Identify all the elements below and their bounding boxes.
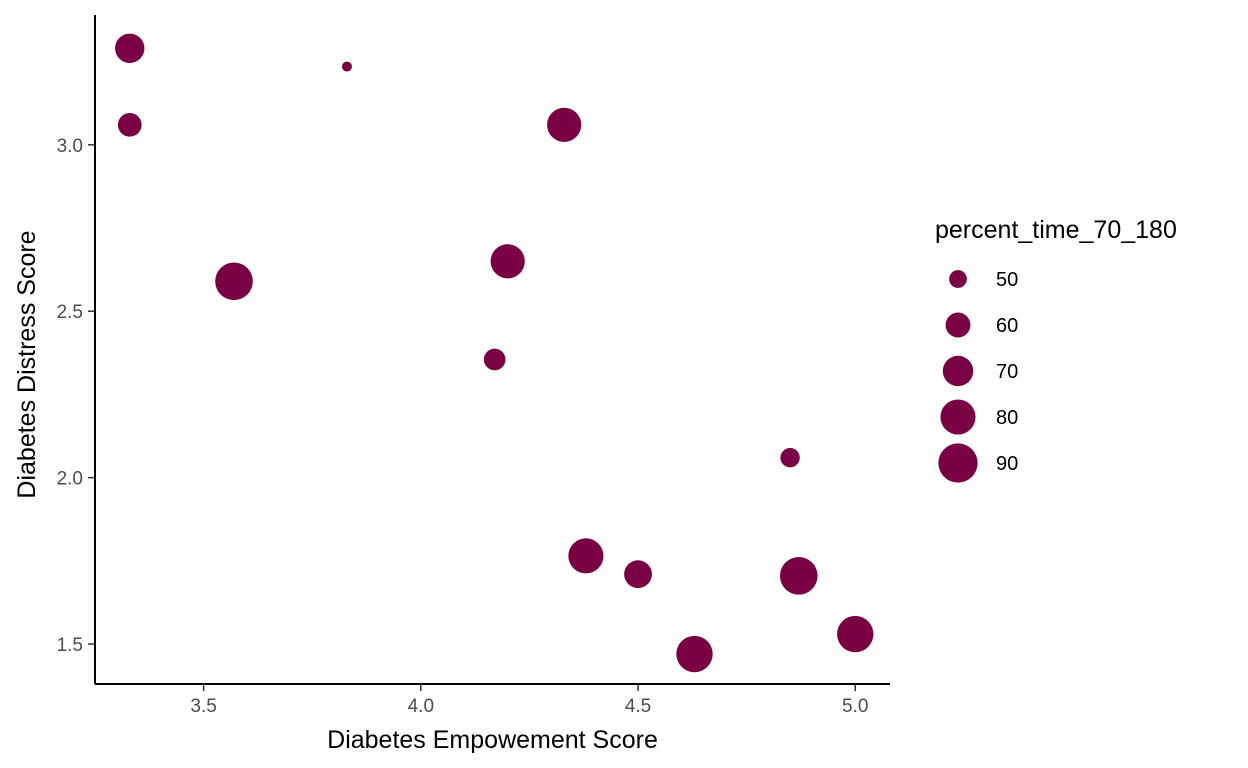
- data-point: [837, 615, 874, 653]
- legend-entries: 50 60 70 80 90: [938, 269, 1018, 483]
- legend-key: [938, 443, 978, 483]
- x-tick-label: 3.5: [190, 696, 216, 717]
- legend-key: [945, 312, 971, 338]
- x-axis-title: Diabetes Empowement Score: [327, 726, 658, 754]
- legend-key: [940, 399, 976, 435]
- data-point: [547, 107, 582, 142]
- data-point: [779, 557, 818, 595]
- y-tick-label: 2.0: [57, 469, 83, 490]
- y-tick-label: 2.5: [57, 302, 83, 323]
- y-tick-label: 1.5: [57, 635, 83, 656]
- legend-label: 60: [996, 315, 1018, 337]
- legend-key: [949, 270, 967, 288]
- axes: [94, 15, 890, 685]
- data-point: [215, 262, 253, 301]
- legend-label: 50: [996, 269, 1018, 291]
- data-point: [483, 348, 506, 371]
- x-tick-label: 4.5: [625, 696, 651, 717]
- legend-title: percent_time_70_180: [935, 216, 1177, 244]
- data-point: [568, 538, 604, 574]
- y-tick-label: 3.0: [57, 136, 83, 157]
- data-point: [624, 560, 652, 589]
- size-legend: percent_time_70_180 50 60 70 80 90: [935, 216, 1177, 483]
- ticks: 3.5 4.0 4.5 5.0 1.5 2.0 2.5 3.0: [57, 136, 869, 717]
- data-point: [341, 61, 352, 72]
- points-layer: [115, 33, 874, 673]
- data-point: [676, 635, 713, 673]
- legend-label: 70: [996, 361, 1018, 383]
- legend-key: [942, 355, 974, 387]
- data-point: [115, 33, 145, 63]
- data-point: [490, 244, 525, 279]
- x-tick-label: 4.0: [408, 696, 434, 717]
- legend-label: 80: [996, 407, 1018, 429]
- legend-label: 90: [996, 453, 1018, 475]
- data-point: [780, 447, 800, 468]
- y-axis-title: Diabetes Distress Score: [13, 230, 41, 498]
- data-point: [117, 113, 142, 137]
- x-tick-label: 5.0: [842, 696, 868, 717]
